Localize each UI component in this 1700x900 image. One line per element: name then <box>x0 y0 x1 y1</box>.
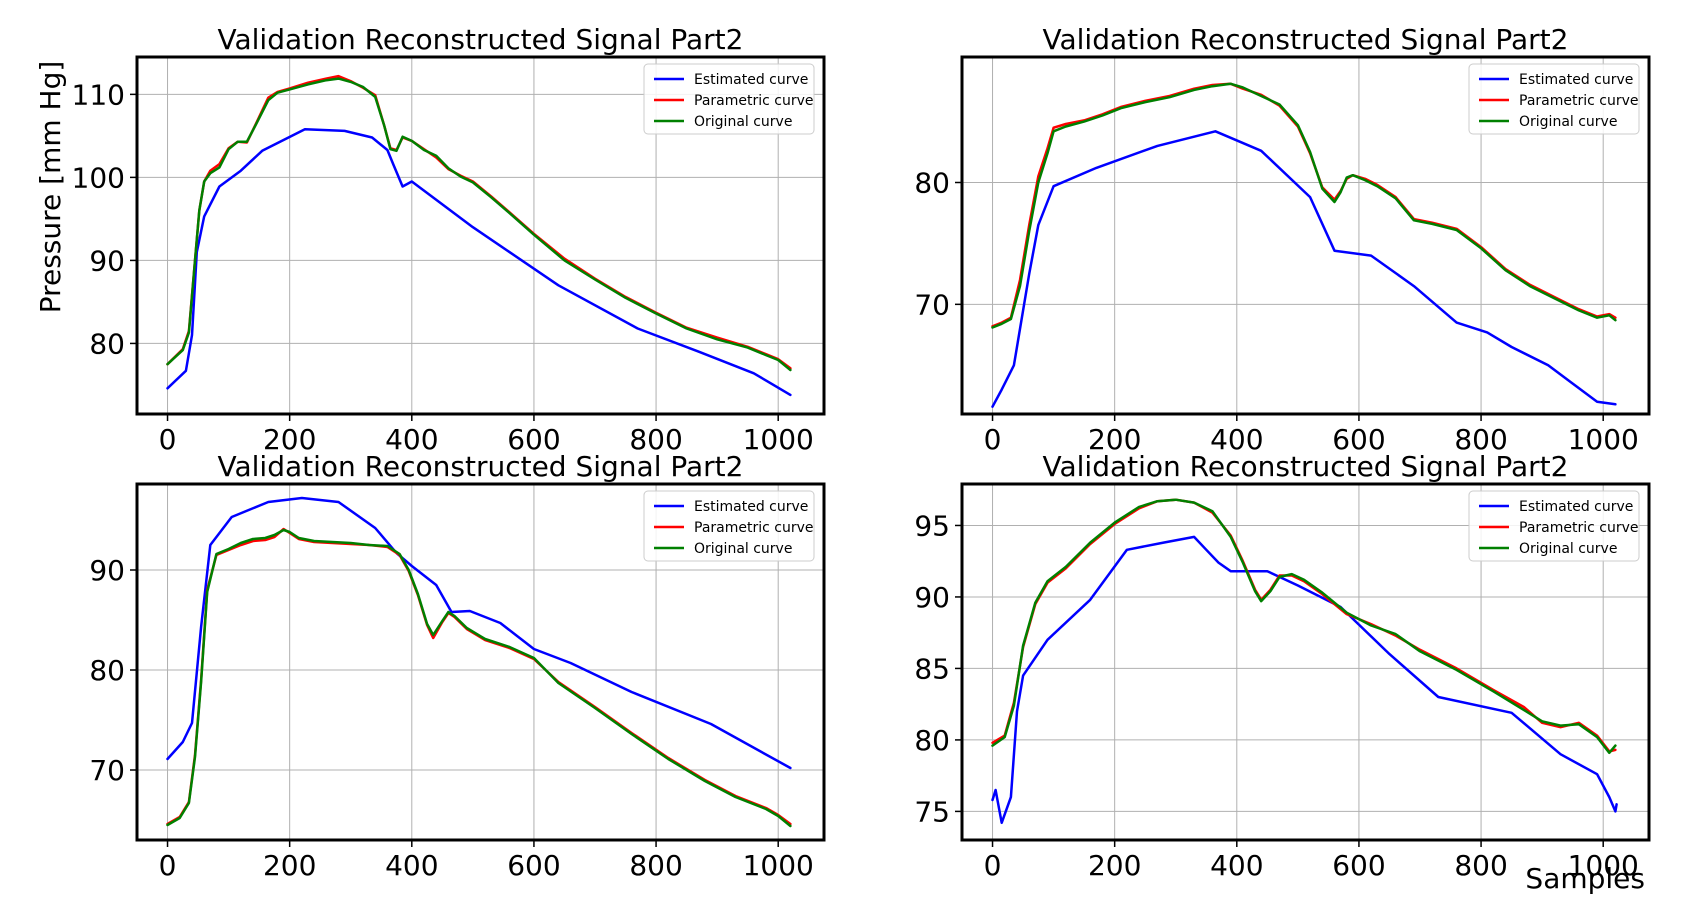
x-tick-label: 200 <box>263 423 316 456</box>
y-tick-label: 70 <box>89 754 125 787</box>
legend-label-estimated: Estimated curve <box>1519 499 1633 515</box>
y-axis-label: Pressure [mm Hg] <box>34 61 67 314</box>
legend: Estimated curve Parametric curve Original … <box>643 490 815 562</box>
x-tick-label: 600 <box>507 849 560 882</box>
y-tick-label: 80 <box>89 654 125 687</box>
x-tick-label: 1000 <box>1568 849 1639 882</box>
x-tick-label: 0 <box>984 423 1002 456</box>
series-line-original <box>166 528 792 828</box>
legend-box <box>1468 63 1640 135</box>
x-tick-label: 200 <box>1088 849 1141 882</box>
x-tick-label: 400 <box>1210 849 1263 882</box>
y-tick-label: 90 <box>89 554 125 587</box>
y-tick-label: 110 <box>72 78 125 111</box>
subplot-title: Validation Reconstructed Signal Part2 <box>1043 23 1569 56</box>
subplot-title: Validation Reconstructed Signal Part2 <box>1043 450 1569 483</box>
x-tick-label: 400 <box>385 423 438 456</box>
series-line-parametric <box>166 527 792 826</box>
legend-label-original: Original curve <box>1519 541 1617 557</box>
y-tick-label: 100 <box>72 161 125 194</box>
subplot-2: 0 200 400 600 800 1000 70 80 Validation Reconstr… <box>914 23 1651 456</box>
series-line-estimated <box>991 535 1618 825</box>
plot-frame <box>135 482 826 842</box>
y-tick-label: 90 <box>89 244 125 277</box>
x-tick-label: 600 <box>507 423 560 456</box>
plot-frame <box>960 482 1651 842</box>
legend-box <box>1468 490 1640 562</box>
legend: Estimated curve Parametric curve Original … <box>643 63 815 135</box>
y-tick-label: 95 <box>914 509 950 542</box>
x-tick-label: 200 <box>263 849 316 882</box>
subplot-title: Validation Reconstructed Signal Part2 <box>218 450 744 483</box>
series-line-original <box>991 82 1617 329</box>
legend-label-parametric: Parametric curve <box>1519 93 1639 109</box>
legend-label-original: Original curve <box>694 114 792 130</box>
x-tick-label: 0 <box>159 423 177 456</box>
x-tick-label: 600 <box>1332 849 1385 882</box>
x-tick-label: 200 <box>1088 423 1141 456</box>
y-tick-label: 80 <box>914 724 950 757</box>
legend-label-parametric: Parametric curve <box>694 520 814 536</box>
x-tick-label: 800 <box>1454 849 1507 882</box>
subplot-3: 0 200 400 600 800 1000 70 80 90 Validation Recons… <box>89 450 826 882</box>
y-tick-label: 75 <box>914 795 950 828</box>
x-tick-label: 800 <box>1454 423 1507 456</box>
subplot-1: 0 200 400 600 800 1000 80 90 100 110 Validation Re… <box>72 23 826 456</box>
y-tick-label: 70 <box>914 288 950 321</box>
x-tick-label: 400 <box>385 849 438 882</box>
series-line-original <box>991 498 1617 755</box>
legend-label-estimated: Estimated curve <box>694 499 808 515</box>
y-tick-label: 80 <box>89 327 125 360</box>
x-tick-label: 1000 <box>743 423 814 456</box>
subplot-4: 0 200 400 600 800 1000 75 80 85 90 95 Validation Re… <box>914 450 1651 882</box>
x-tick-label: 400 <box>1210 423 1263 456</box>
x-tick-label: 600 <box>1332 423 1385 456</box>
x-axis-label: Samples <box>1525 862 1645 895</box>
legend-box <box>643 490 815 562</box>
plot-frame <box>960 55 1651 416</box>
legend-label-estimated: Estimated curve <box>694 72 808 88</box>
series-line-estimated <box>991 130 1617 408</box>
series-line-estimated <box>166 127 792 397</box>
series-line-original <box>166 77 792 372</box>
x-tick-label: 0 <box>984 849 1002 882</box>
y-tick-label: 90 <box>914 581 950 614</box>
legend: Estimated curve Parametric curve Original … <box>1468 63 1640 135</box>
legend-label-original: Original curve <box>694 541 792 557</box>
y-tick-label: 80 <box>914 166 950 199</box>
legend-label-original: Original curve <box>1519 114 1617 130</box>
x-tick-label: 800 <box>629 849 682 882</box>
x-tick-label: 1000 <box>1568 423 1639 456</box>
legend: Estimated curve Parametric curve Original … <box>1468 490 1640 562</box>
subplot-title: Validation Reconstructed Signal Part2 <box>218 23 744 56</box>
x-tick-label: 1000 <box>743 849 814 882</box>
legend-box <box>643 63 815 135</box>
y-tick-label: 85 <box>914 652 950 685</box>
x-tick-label: 800 <box>629 423 682 456</box>
plot-frame <box>135 55 826 416</box>
x-tick-label: 0 <box>159 849 177 882</box>
legend-label-parametric: Parametric curve <box>1519 520 1639 536</box>
legend-label-parametric: Parametric curve <box>694 93 814 109</box>
legend-label-estimated: Estimated curve <box>1519 72 1633 88</box>
